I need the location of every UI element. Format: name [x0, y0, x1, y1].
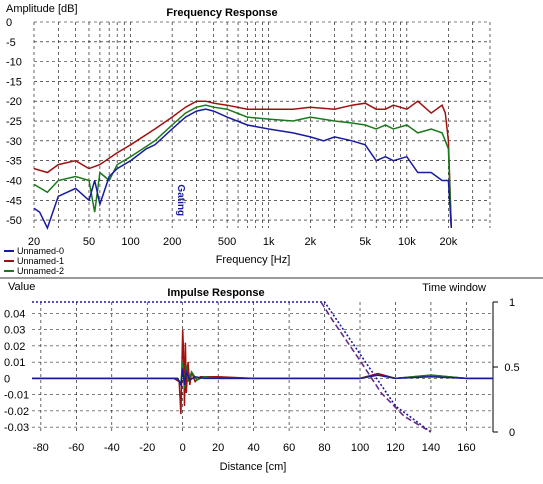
- ir-y2-tick-label: 0.5: [504, 362, 519, 374]
- ir-x-tick-label: 20: [212, 442, 224, 454]
- fr-y-tick-label: -10: [6, 57, 22, 69]
- ir-x-tick-label: 60: [283, 442, 295, 454]
- fr-y-tick-label: -30: [6, 136, 22, 148]
- ir-y-tick-label: 0.03: [4, 325, 25, 337]
- fr-y-tick-label: -50: [6, 215, 22, 227]
- ir-y2-tick-label: 1: [509, 297, 515, 309]
- fr-y-tick-label: 0: [6, 17, 12, 29]
- fr-x-tick-label: 2k: [304, 236, 316, 248]
- ir-x-tick-label: 100: [351, 442, 369, 454]
- fr-x-tick-label: 1k: [263, 236, 275, 248]
- fr-x-tick-label: 500: [218, 236, 236, 248]
- ir-y2-tick-labels: 00.51: [504, 297, 519, 439]
- ir-series-line-3: [32, 301, 432, 433]
- ir-grid: [32, 301, 498, 433]
- panel-divider: [0, 277, 543, 279]
- ir-y-tick-label: -0.03: [4, 422, 29, 434]
- ir-x-tick-label: 0: [180, 442, 186, 454]
- fr-x-tick-label: 5k: [359, 236, 371, 248]
- fr-y-tick-label: -5: [6, 37, 16, 49]
- legend-label-2: Unnamed-2: [17, 266, 64, 276]
- fr-x-tick-label: 20: [28, 236, 40, 248]
- ir-y-tick-label: 0: [4, 373, 10, 385]
- ir-series-line-4: [320, 301, 432, 433]
- fr-y-tick-label: -25: [6, 116, 22, 128]
- fr-legend: Unnamed-0 Unnamed-1 Unnamed-2: [4, 246, 64, 276]
- ir-y-tick-label: 0.04: [4, 308, 25, 320]
- fr-title: Frequency Response: [166, 7, 277, 19]
- ir-y-tick-label: -0.01: [4, 390, 29, 402]
- fr-x-tick-label: 200: [163, 236, 181, 248]
- fr-series-line-1: [33, 100, 453, 229]
- ir-y-tick-label: -0.02: [4, 406, 29, 418]
- ir-y2label: Time window: [422, 282, 486, 294]
- fr-grid: [33, 21, 491, 228]
- ir-x-tick-label: -60: [68, 442, 84, 454]
- ir-x-tick-label: -80: [33, 442, 49, 454]
- ir-x-tick-label: 160: [457, 442, 475, 454]
- ir-series-group: [32, 301, 493, 433]
- ir-x-tick-label: 120: [386, 442, 404, 454]
- ir-x-tick-label: -40: [104, 442, 120, 454]
- fr-y-tick-label: -15: [6, 76, 22, 88]
- impulse-response-chart: Value Impulse Response Time window Dista…: [4, 281, 520, 473]
- ir-x-tick-label: -20: [139, 442, 155, 454]
- ir-x-tick-label: 140: [422, 442, 440, 454]
- fr-y-tick-label: -45: [6, 195, 22, 207]
- fr-y-tick-label: -40: [6, 175, 22, 187]
- fr-x-tick-label: 100: [121, 236, 139, 248]
- ir-ylabel: Value: [8, 281, 35, 293]
- ir-y2-tick-label: 0: [509, 427, 515, 439]
- fr-series-group: [33, 100, 453, 230]
- fr-y-tick-label: -35: [6, 156, 22, 168]
- fr-x-tick-label: 20k: [440, 236, 458, 248]
- fr-x-tick-label: 50: [83, 236, 95, 248]
- gating-annotation: Gating: [175, 184, 186, 216]
- ir-xlabel: Distance [cm]: [220, 461, 287, 473]
- fr-series-line-0: [33, 108, 453, 230]
- legend-label-1: Unnamed-1: [17, 256, 64, 266]
- ir-x-tick-label: 40: [248, 442, 260, 454]
- fr-y-tick-label: -20: [6, 96, 22, 108]
- ir-y-tick-labels: 0.04 0.03 0.02 0.01 0 -0.01 -0.02 -0.03: [4, 308, 29, 434]
- legend-label-0: Unnamed-0: [17, 246, 64, 256]
- fr-y-tick-labels: 0 -5 -10 -15 -20 -25 -30 -35 -40 -45 -50: [6, 17, 22, 227]
- fr-x-tick-label: 10k: [398, 236, 416, 248]
- ir-series-line-2: [32, 368, 493, 388]
- frequency-response-chart: Amplitude [dB] Frequency Response Freque…: [4, 3, 491, 276]
- ir-y-tick-label: 0.02: [4, 341, 25, 353]
- fr-ylabel: Amplitude [dB]: [6, 3, 78, 15]
- ir-x-tick-label: 80: [318, 442, 330, 454]
- ir-series-line-0: [32, 329, 493, 415]
- fr-x-tick-labels: 20 50 100 200 500 1k 2k 5k 10k 20k: [28, 236, 458, 248]
- ir-series-line-1: [32, 362, 493, 389]
- ir-x-tick-labels: -80 -60 -40 -20 0 20 40 60 80 100 120 140 160: [33, 442, 476, 454]
- ir-title: Impulse Response: [167, 287, 264, 299]
- fr-xlabel: Frequency [Hz]: [216, 254, 291, 266]
- ir-y-tick-label: 0.01: [4, 357, 25, 369]
